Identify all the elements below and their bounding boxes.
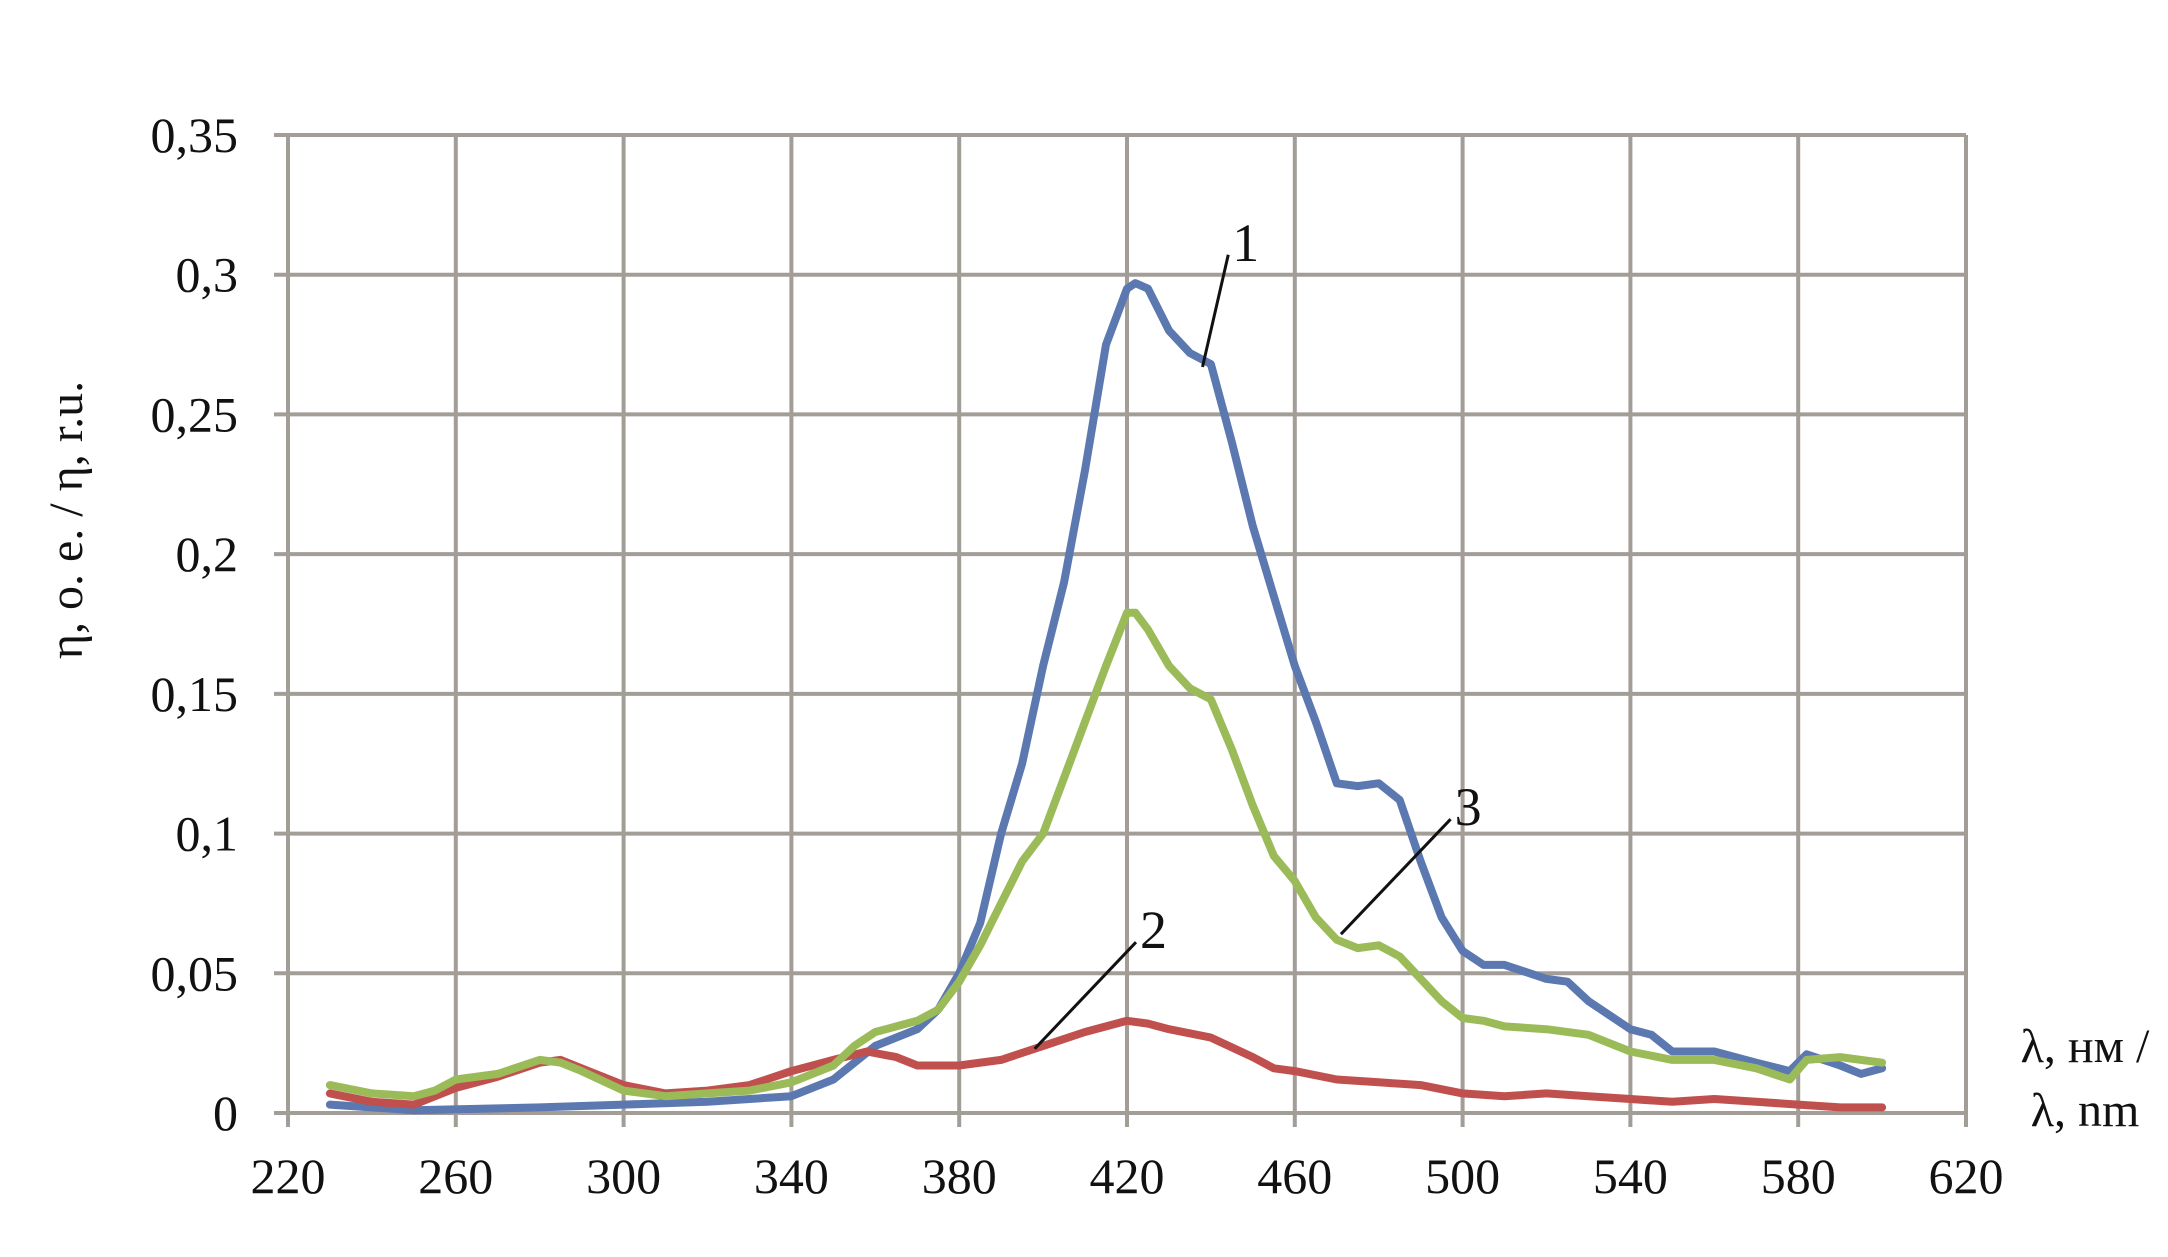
y-tick-label: 0,25 [151, 386, 239, 442]
series-lines [325, 279, 1887, 1115]
y-tick-labels: 0 0,05 0,1 0,15 0,2 0,25 0,3 0,35 [151, 107, 239, 1141]
annotation-label-2: 2 [1140, 900, 1167, 960]
annotation-leader-1 [1201, 254, 1230, 368]
x-tick-label: 380 [922, 1148, 997, 1204]
y-tick-label: 0,3 [176, 247, 239, 303]
annotation-leader-3 [1339, 818, 1452, 936]
y-tick-label: 0,2 [176, 526, 239, 582]
x-tick-label: 300 [586, 1148, 661, 1204]
x-axis-label-line-1: λ, нм / [2021, 1020, 2150, 1073]
y-tick-label: 0,1 [176, 806, 239, 862]
annotation-label-1: 1 [1232, 213, 1259, 273]
x-tick-label: 460 [1257, 1148, 1332, 1204]
y-axis-label: η, o. e. / η, r.u. [40, 381, 93, 659]
x-axis-label-line-2: λ, nm [2031, 1084, 2140, 1137]
x-tick-label: 620 [1929, 1148, 2004, 1204]
x-tick-label: 340 [754, 1148, 829, 1204]
x-tick-label: 420 [1090, 1148, 1165, 1204]
y-tick-label: 0,05 [151, 945, 239, 1001]
x-tick-label: 580 [1761, 1148, 1836, 1204]
x-tick-label: 500 [1425, 1148, 1500, 1204]
x-tick-label: 540 [1593, 1148, 1668, 1204]
y-tick-label: 0,15 [151, 666, 239, 722]
y-tick-label: 0 [213, 1085, 238, 1141]
series-line-1 [325, 279, 1887, 1115]
x-tick-labels: 220 260 300 340 380 420 460 500 540 580 620 [251, 1148, 2004, 1204]
series-line-3 [325, 608, 1887, 1101]
annotations: 1 2 3 [1033, 213, 1482, 1050]
annotation-label-3: 3 [1455, 777, 1482, 837]
y-tick-label: 0,35 [151, 107, 239, 163]
grid [274, 133, 1968, 1127]
x-tick-label: 260 [418, 1148, 493, 1204]
x-tick-label: 220 [251, 1148, 326, 1204]
annotation-leader-2 [1033, 941, 1138, 1050]
